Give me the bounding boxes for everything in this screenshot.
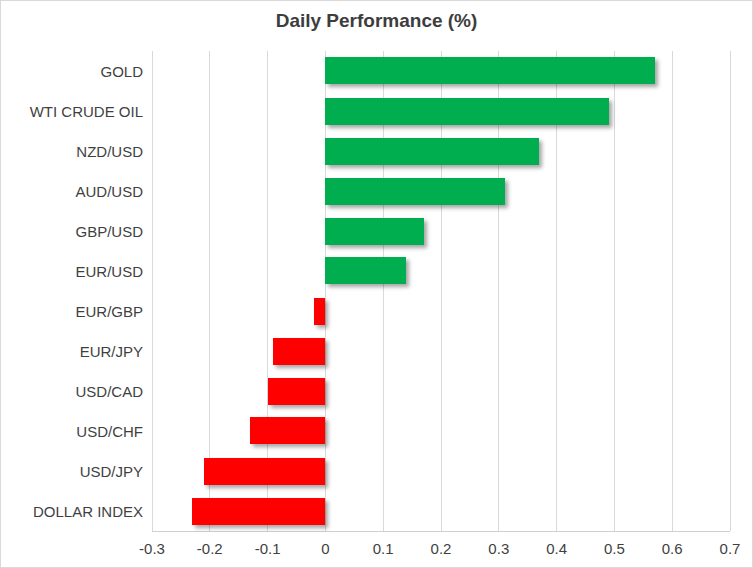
value-axis: -0.3-0.2-0.100.10.20.30.40.50.60.7	[152, 540, 730, 560]
x-tick-label: 0.6	[662, 540, 683, 557]
bar-wti-crude-oil	[325, 98, 608, 125]
x-tick-label: 0.3	[488, 540, 509, 557]
category-label-gbp-usd: GBP/USD	[75, 223, 143, 240]
bar-usd-jpy	[204, 458, 325, 485]
gridline--0.3	[152, 51, 153, 531]
category-axis: GOLD WTI CRUDE OIL NZD/USD AUD/USD GBP/USD EU…	[1, 51, 143, 531]
bar-gbp-usd	[325, 218, 423, 245]
bar-dollar-index	[192, 498, 325, 525]
bar-eur-usd	[325, 257, 406, 284]
category-label-nzd-usd: NZD/USD	[76, 143, 143, 160]
category-label-eur-usd: EUR/USD	[75, 263, 143, 280]
x-tick-label: -0.2	[197, 540, 223, 557]
x-tick-label: -0.1	[255, 540, 281, 557]
x-axis-line	[152, 531, 730, 532]
category-label-aud-usd: AUD/USD	[75, 183, 143, 200]
category-label-wti-crude-oil: WTI CRUDE OIL	[30, 103, 143, 120]
category-label-eur-jpy: EUR/JPY	[80, 343, 143, 360]
x-tick-label: -0.3	[139, 540, 165, 557]
bar-eur-gbp	[314, 298, 326, 325]
x-tick-label: 0.4	[546, 540, 567, 557]
category-label-dollar-index: DOLLAR INDEX	[33, 503, 143, 520]
chart-title: Daily Performance (%)	[1, 10, 752, 32]
x-tick-label: 0.5	[604, 540, 625, 557]
gridline-0.7	[730, 51, 731, 531]
bar-aud-usd	[325, 178, 504, 205]
bar-eur-jpy	[273, 338, 325, 365]
bar-usd-chf	[250, 417, 325, 444]
plot-area	[152, 51, 730, 531]
category-label-gold: GOLD	[100, 62, 143, 79]
x-tick-label: 0.1	[373, 540, 394, 557]
category-label-usd-jpy: USD/JPY	[80, 463, 143, 480]
x-tick-label: 0.7	[720, 540, 741, 557]
bar-nzd-usd	[325, 138, 539, 165]
bar-gold	[325, 57, 654, 84]
x-tick-label: 0	[321, 540, 329, 557]
gridline-0.5	[614, 51, 615, 531]
category-label-eur-gbp: EUR/GBP	[75, 303, 143, 320]
bar-usd-cad	[268, 378, 326, 405]
category-label-usd-cad: USD/CAD	[75, 383, 143, 400]
category-label-usd-chf: USD/CHF	[76, 423, 143, 440]
daily-performance-chart: Daily Performance (%) GOLD WTI CRUDE OIL N…	[0, 0, 753, 568]
gridline-0.6	[672, 51, 673, 531]
x-tick-label: 0.2	[431, 540, 452, 557]
